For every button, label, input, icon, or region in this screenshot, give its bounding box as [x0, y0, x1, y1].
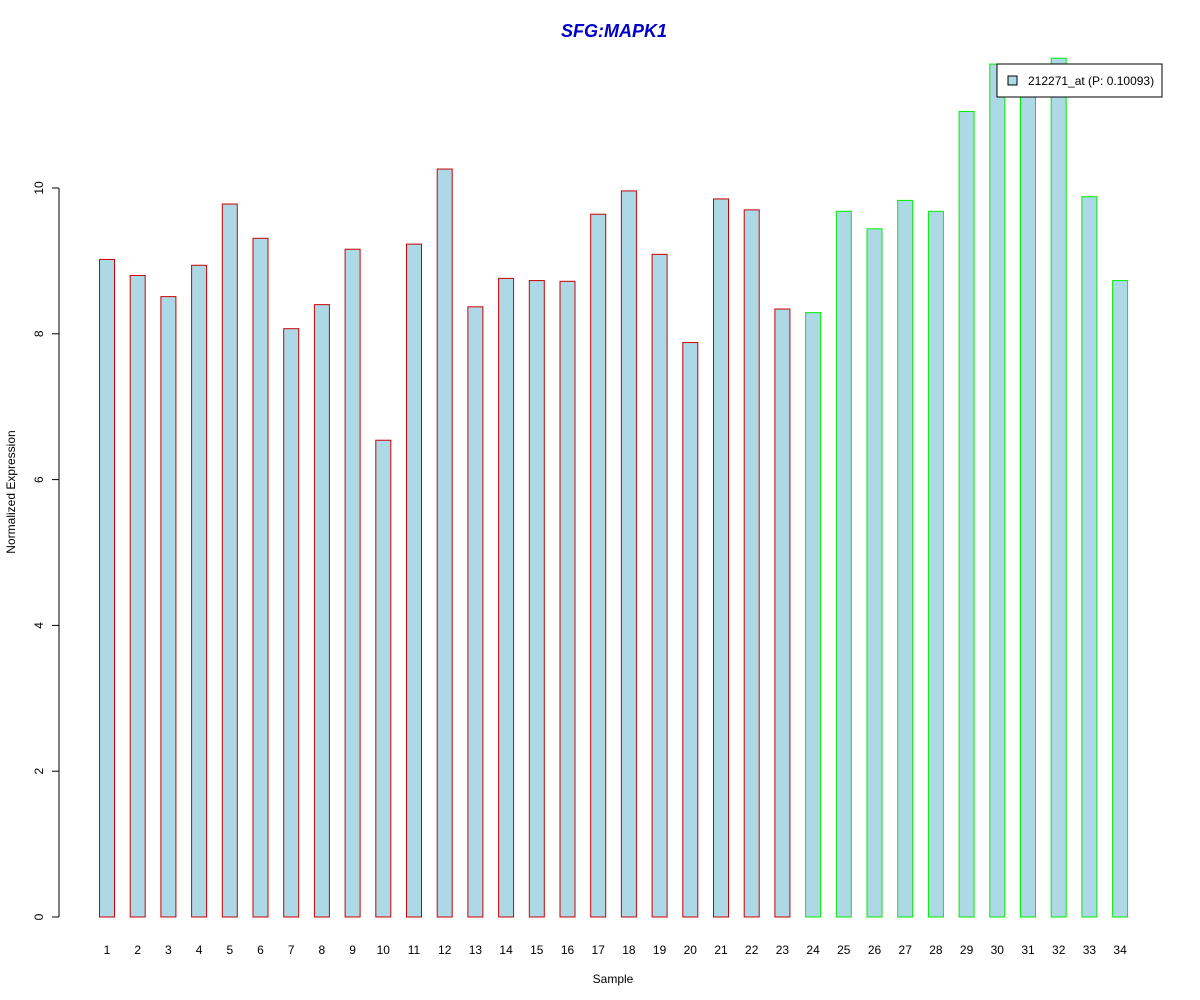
bar-sample-6 [252, 237, 269, 918]
bar-sample-3 [160, 296, 177, 918]
x-tick-label: 8 [319, 943, 326, 957]
x-tick-label: 5 [226, 943, 233, 957]
bar-sample-12 [436, 168, 453, 918]
x-tick-label: 2 [134, 943, 141, 957]
bar-sample-11 [406, 243, 422, 918]
x-tick-label: 22 [745, 943, 759, 957]
bar-sample-25 [835, 210, 852, 918]
bar-sample-32 [1050, 57, 1067, 918]
y-tick-label: 6 [32, 476, 46, 483]
bars-group [99, 57, 1129, 918]
bar-sample-23 [774, 308, 791, 918]
x-tick-label: 23 [776, 943, 790, 957]
x-tick-label: 20 [684, 943, 698, 957]
chart-title: SFG:MAPK1 [561, 21, 667, 41]
x-tick-label: 27 [899, 943, 913, 957]
x-axis-label: Sample [593, 972, 634, 986]
x-tick-label: 25 [837, 943, 851, 957]
bar-sample-2 [129, 274, 146, 918]
x-tick-label: 31 [1021, 943, 1035, 957]
y-tick-label: 2 [32, 768, 46, 775]
x-tick-label: 21 [714, 943, 728, 957]
x-tick-label: 11 [408, 943, 421, 957]
bar-sample-33 [1081, 196, 1098, 918]
bar-sample-9 [344, 248, 361, 918]
x-tick-label: 19 [653, 943, 667, 957]
bar-sample-15 [528, 280, 545, 918]
x-tick-label: 24 [806, 943, 820, 957]
bar-sample-8 [313, 304, 330, 918]
bar-sample-10 [375, 439, 392, 918]
bar-sample-17 [590, 213, 607, 918]
legend-swatch [1007, 75, 1018, 86]
bar-sample-22 [743, 209, 760, 918]
x-tick-label: 34 [1113, 943, 1127, 957]
x-tick-label: 29 [960, 943, 974, 957]
legend-label: 212271_at (P: 0.10093) [1028, 74, 1154, 88]
bar-sample-13 [467, 306, 484, 918]
y-tick-label: 4 [32, 622, 46, 629]
x-tick-label: 32 [1052, 943, 1066, 957]
bar-sample-14 [498, 277, 515, 918]
x-tick-label: 13 [469, 943, 483, 957]
bar-sample-18 [620, 190, 637, 918]
bar-sample-4 [191, 264, 208, 918]
bar-sample-1 [99, 258, 115, 918]
bar-sample-27 [897, 199, 914, 918]
y-tick-label: 8 [32, 330, 46, 337]
bar-sample-5 [221, 203, 238, 918]
bar-sample-34 [1112, 280, 1129, 918]
x-tick-label: 7 [288, 943, 295, 957]
x-tick-label: 6 [257, 943, 264, 957]
bar-sample-21 [713, 198, 729, 918]
x-tick-label: 28 [929, 943, 943, 957]
x-tick-label: 30 [991, 943, 1005, 957]
y-axis: 0 2 4 6 8 10 [32, 181, 60, 920]
bar-sample-31 [1020, 63, 1036, 918]
legend-box [996, 63, 1163, 98]
y-tick-label: 0 [32, 913, 46, 920]
bar-sample-26 [866, 228, 883, 918]
x-tick-label: 33 [1083, 943, 1097, 957]
x-tick-label: 18 [622, 943, 636, 957]
bar-sample-19 [651, 253, 668, 918]
x-tick-label: 14 [499, 943, 513, 957]
x-tick-label: 26 [868, 943, 882, 957]
bar-sample-24 [805, 312, 822, 918]
bar-sample-30 [989, 63, 1006, 918]
bar-sample-28 [927, 210, 944, 918]
y-axis-label: Normalized Expression [4, 430, 18, 553]
x-tick-label: 17 [592, 943, 606, 957]
bar-sample-16 [559, 280, 576, 918]
x-tick-label: 16 [561, 943, 575, 957]
x-tick-label: 1 [104, 943, 111, 957]
legend: 212271_at (P: 0.10093) [996, 63, 1163, 98]
bar-sample-29 [958, 110, 975, 918]
y-tick-label: 10 [32, 181, 46, 195]
bar-sample-7 [283, 328, 300, 918]
x-tick-label: 3 [165, 943, 172, 957]
x-tick-label: 9 [349, 943, 356, 957]
x-tick-label: 10 [377, 943, 391, 957]
x-tick-labels: 1 2 3 4 5 6 7 8 9 10 11 12 13 14 15 16 17 18 19 20 21 22 23 24 2… [104, 943, 1127, 957]
bar-sample-20 [682, 342, 699, 918]
x-tick-label: 4 [196, 943, 203, 957]
x-tick-label: 12 [438, 943, 452, 957]
x-tick-label: 15 [530, 943, 544, 957]
